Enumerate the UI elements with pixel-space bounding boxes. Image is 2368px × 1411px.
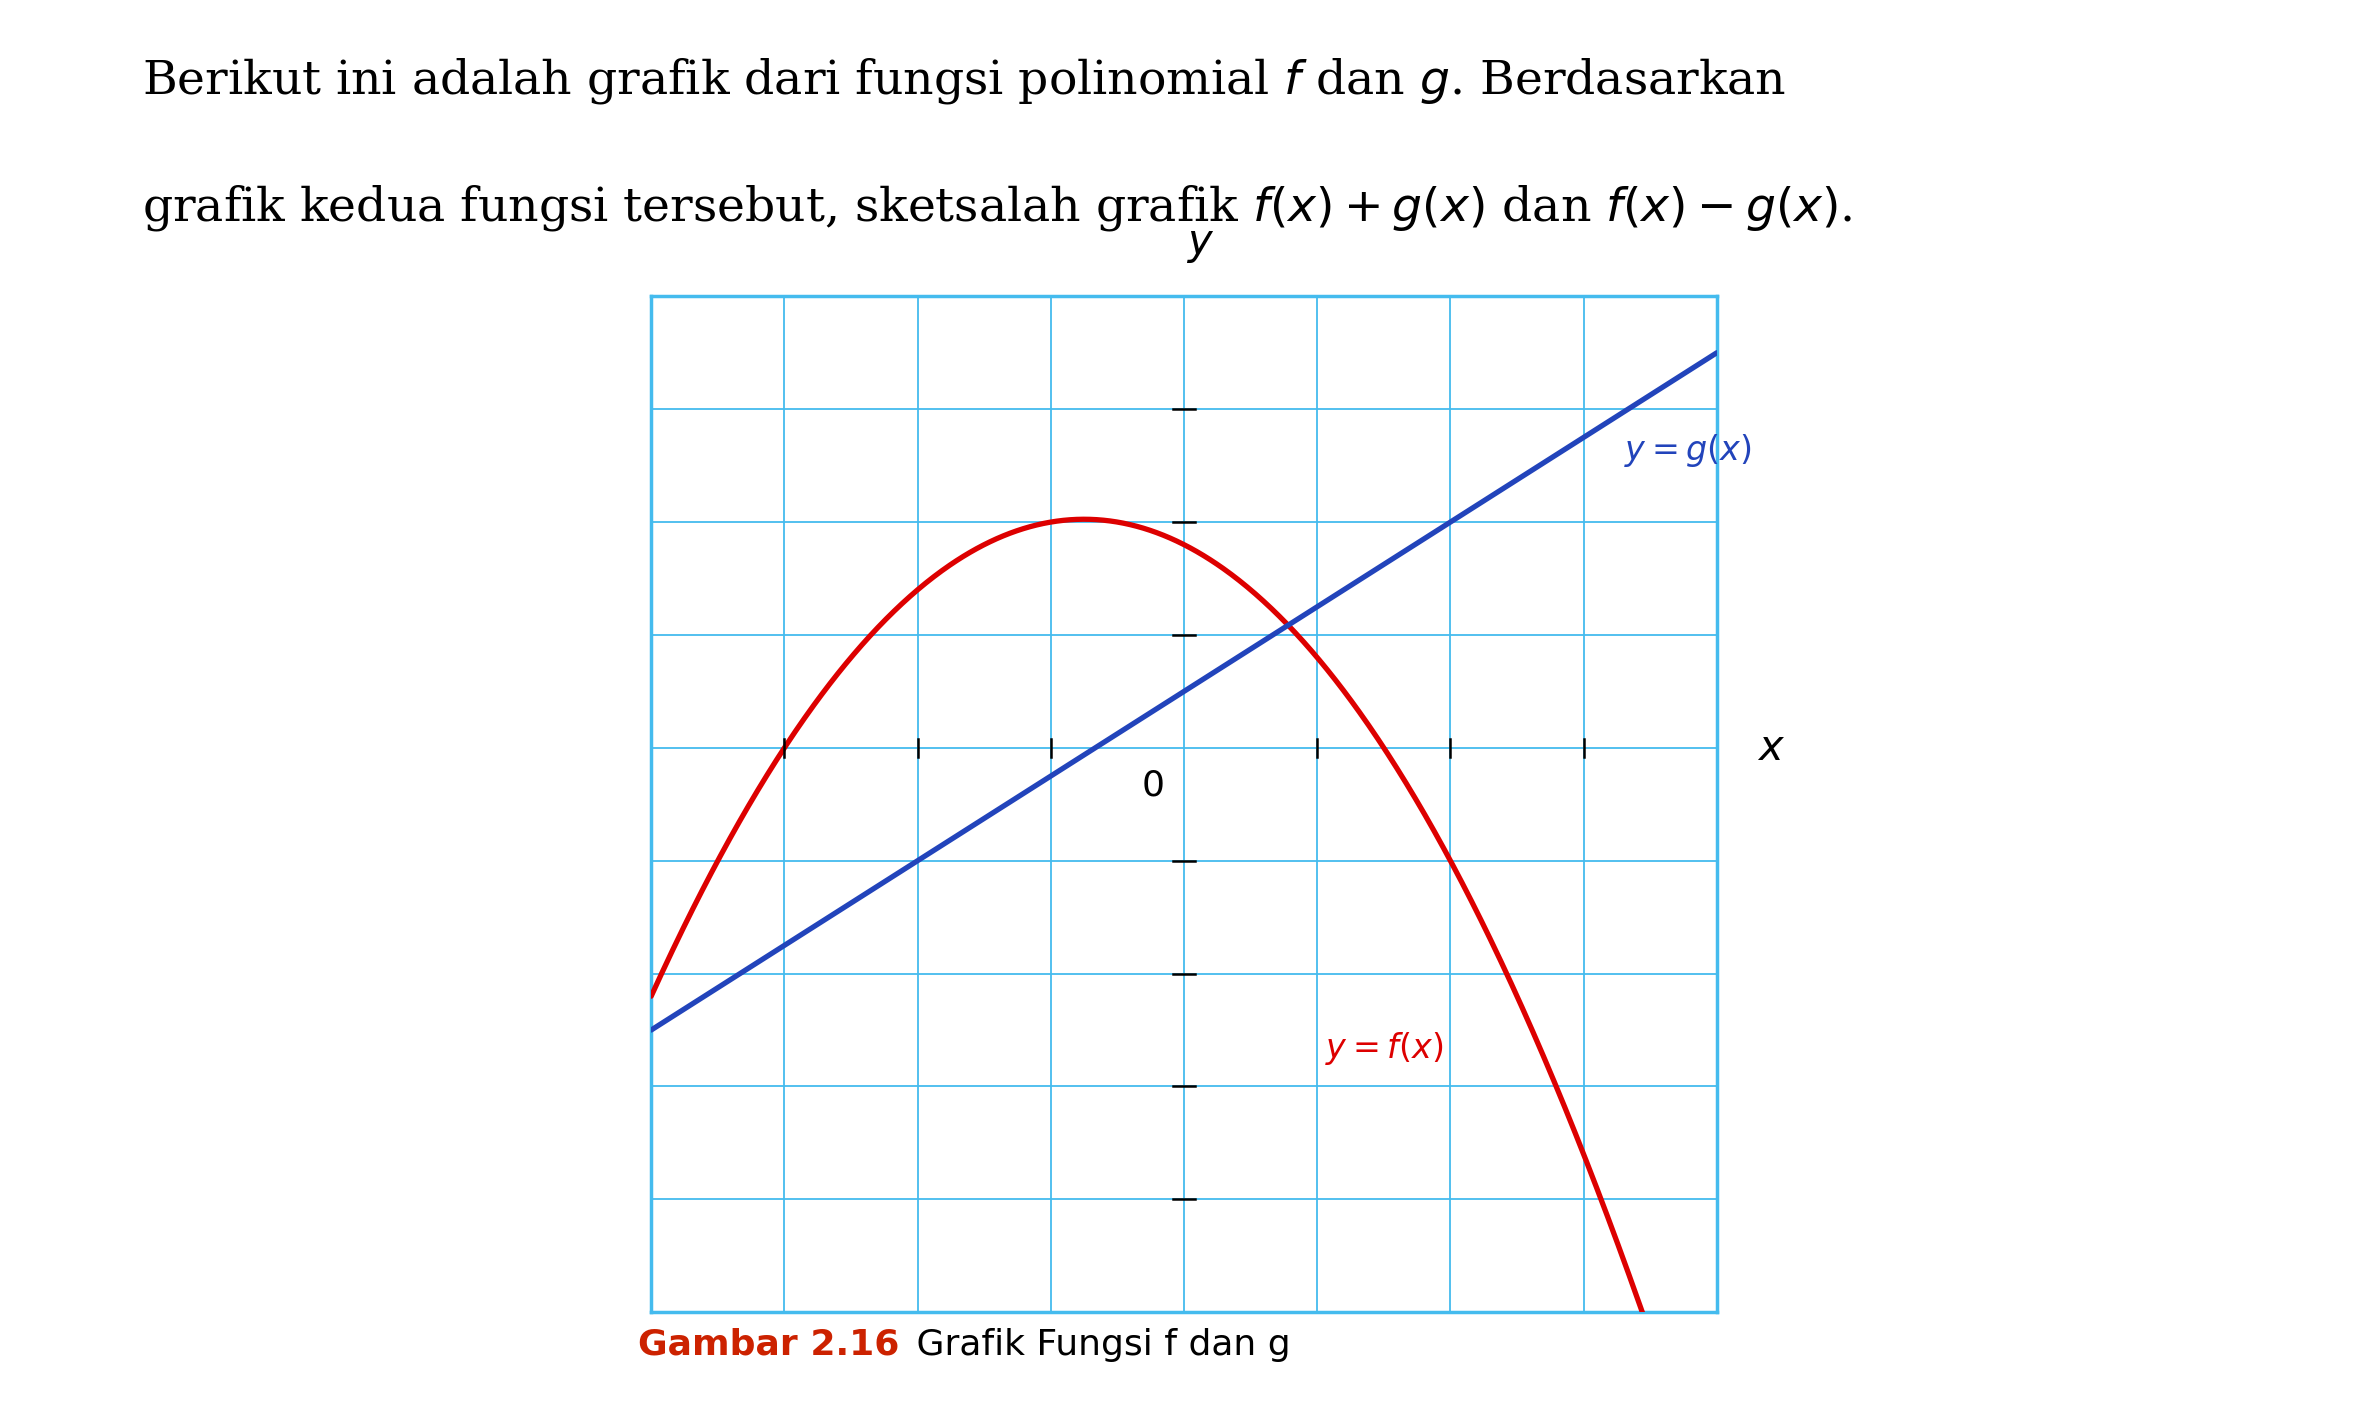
Text: $y = f(x)$: $y = f(x)$ <box>1324 1030 1442 1067</box>
Text: $y$: $y$ <box>1186 223 1215 265</box>
Text: $y = g(x)$: $y = g(x)$ <box>1624 432 1752 468</box>
Text: $x$: $x$ <box>1757 727 1785 769</box>
Text: $0$: $0$ <box>1141 768 1165 801</box>
Text: Berikut ini adalah grafik dari fungsi polinomial $f$ dan $g$. Berdasarkan: Berikut ini adalah grafik dari fungsi po… <box>142 56 1785 106</box>
Text: Grafik Fungsi f dan g: Grafik Fungsi f dan g <box>905 1328 1291 1362</box>
Text: grafik kedua fungsi tersebut, sketsalah grafik $f(x) + g(x)$ dan $f(x) - g(x)$.: grafik kedua fungsi tersebut, sketsalah … <box>142 183 1852 233</box>
Text: Gambar 2.16: Gambar 2.16 <box>639 1328 900 1362</box>
